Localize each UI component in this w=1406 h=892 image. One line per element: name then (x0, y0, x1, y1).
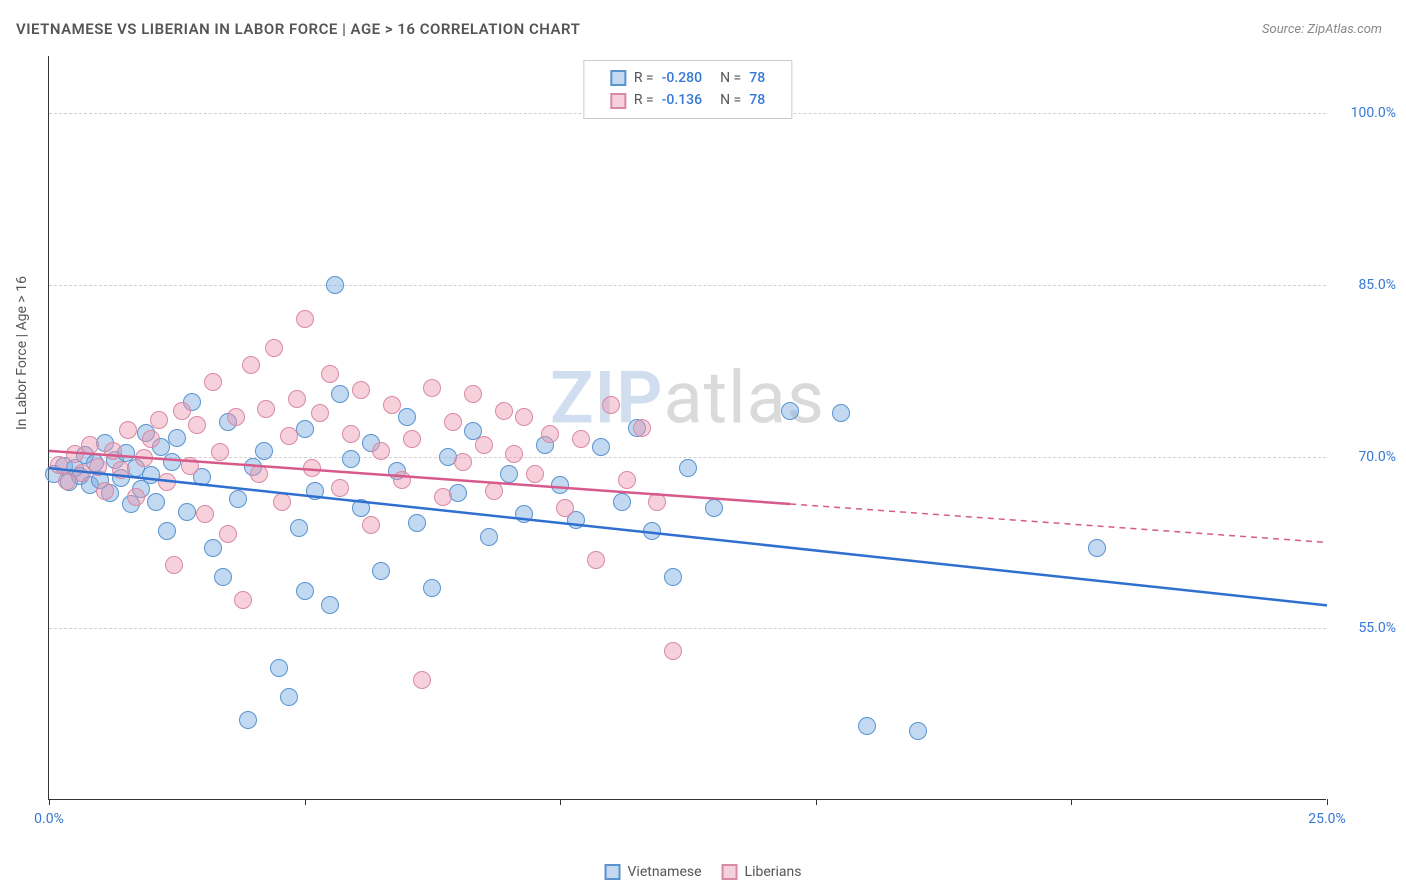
plot-area: R = -0.280N = 78R = -0.136N = 78 ZIPatla… (48, 56, 1326, 800)
chart-title: VIETNAMESE VS LIBERIAN IN LABOR FORCE | … (16, 20, 580, 38)
legend-swatch (605, 864, 621, 880)
y-tick-label: 100.0% (1336, 105, 1396, 121)
legend-swatch (610, 70, 626, 86)
legend-n-label: N = (720, 89, 741, 111)
legend-r-label: R = (634, 89, 654, 111)
legend-n-label: N = (720, 67, 741, 89)
legend-n-value: 78 (749, 89, 765, 111)
legend-row: R = -0.280 N = 78 (610, 67, 765, 89)
series-legend: Vietnamese Liberians (605, 864, 802, 880)
correlation-legend: R = -0.280 N = 78 R = -0.136 N = 78 (583, 60, 792, 119)
legend-row: R = -0.136 N = 78 (610, 89, 765, 111)
legend-label: Vietnamese (628, 864, 702, 880)
trend-lines (49, 56, 1327, 800)
trend-line-solid (49, 468, 1327, 605)
legend-swatch (610, 93, 626, 109)
legend-swatch (722, 864, 738, 880)
x-tick (1327, 799, 1328, 805)
legend-r-value: -0.280 (662, 67, 702, 89)
x-tick-label: 0.0% (34, 811, 64, 827)
legend-r-label: R = (634, 67, 654, 89)
y-axis-label: In Labor Force | Age > 16 (14, 276, 30, 430)
legend-item: Liberians (722, 864, 802, 880)
legend-item: Vietnamese (605, 864, 702, 880)
trend-line-solid (49, 451, 790, 504)
y-tick-label: 70.0% (1336, 449, 1396, 465)
legend-n-value: 78 (749, 67, 765, 89)
source-attribution: Source: ZipAtlas.com (1262, 22, 1382, 37)
trend-line-dashed (790, 504, 1327, 542)
legend-label: Liberians (745, 864, 802, 880)
legend-r-value: -0.136 (662, 89, 702, 111)
y-tick-label: 55.0% (1336, 620, 1396, 636)
y-tick-label: 85.0% (1336, 277, 1396, 293)
x-tick-label: 25.0% (1308, 811, 1346, 827)
